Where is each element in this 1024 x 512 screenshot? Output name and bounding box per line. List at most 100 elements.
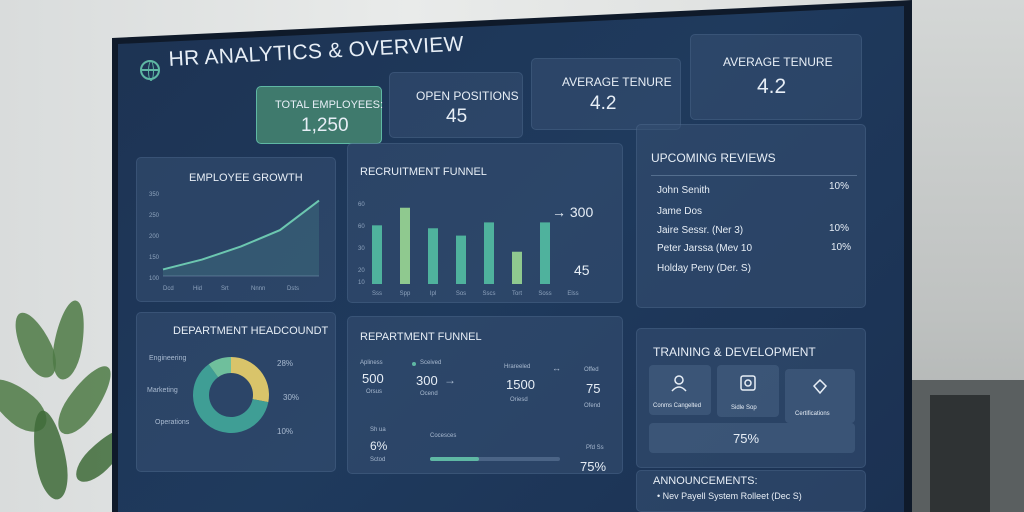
training-item[interactable]: Conms Cangelted	[649, 365, 711, 415]
y-tick: 20	[358, 268, 365, 274]
employee-growth-panel: EMPLOYEE GROWTH 350 250 200 150 100 Dcd …	[136, 157, 336, 302]
stage-value: 300	[416, 373, 438, 388]
training-progress-value: 75%	[733, 431, 760, 446]
upcoming-reviews-title: UPCOMING REVIEWS	[651, 151, 776, 165]
repartment-funnel-panel: REPARTMENT FUNNEL Apliness 500 Orsus Sce…	[347, 316, 623, 474]
bottom-left-label: Sh ua	[370, 427, 386, 433]
kpi-card-average-tenure-2[interactable]: AVERAGE TENURE 4.2	[690, 34, 862, 120]
announcements-panel: ANNOUNCEMENTS: • Nev Payell System Rolle…	[636, 470, 866, 512]
donut-slice	[208, 357, 231, 378]
dept-pct: 28%	[277, 359, 294, 368]
bottom-right-label: Pfd Ss	[586, 445, 604, 451]
training-item[interactable]: Sidle Sop	[717, 365, 779, 417]
kpi-card-open-positions[interactable]: OPEN POSITIONS 45	[389, 72, 523, 138]
announcement-item[interactable]: • Nev Payell System Rolleet (Dec S)	[657, 491, 802, 501]
funnel-bar	[372, 225, 382, 284]
funnel-bar	[428, 228, 438, 284]
donut-slice	[231, 357, 269, 403]
y-tick: 200	[149, 234, 160, 240]
recruitment-funnel-chart: Sss Spp Ipl Sos Sscs Tort Soss Elss	[372, 207, 579, 297]
recruitment-funnel-title: RECRUITMENT FUNNEL	[360, 166, 487, 178]
stage-label: Apliness	[360, 360, 383, 366]
training-item[interactable]: Certifications	[785, 369, 855, 423]
dept-label: Engineering	[149, 355, 187, 362]
y-tick: 60	[358, 224, 365, 230]
funnel-bar	[400, 207, 410, 284]
dept-pct: 10%	[277, 427, 294, 436]
dept-pct: 30%	[283, 393, 300, 402]
y-tick: 250	[149, 213, 160, 219]
x-tick: Dcd	[163, 286, 174, 292]
y-tick: 150	[149, 255, 160, 261]
y-tick: 350	[149, 192, 160, 198]
growth-line	[162, 199, 320, 271]
globe-icon	[140, 60, 160, 81]
funnel-annotation-top: → 300	[552, 204, 594, 220]
review-name[interactable]: John Senith	[657, 185, 710, 196]
bottom-left-sub: Sctod	[370, 457, 386, 463]
stage-sub: Ofend	[584, 403, 601, 409]
badge-icon	[740, 375, 756, 391]
x-tick: Sss	[372, 291, 382, 297]
recruitment-funnel-panel: RECRUITMENT FUNNEL 60 60 30 20 10 Sss Spp…	[347, 143, 623, 303]
stage-sub: Orsus	[366, 389, 383, 395]
review-name[interactable]: Holday Peny (Der. S)	[657, 263, 751, 274]
repartment-funnel-title: REPARTMENT FUNNEL	[360, 331, 482, 343]
y-tick: 100	[149, 276, 160, 282]
y-tick: 30	[358, 246, 365, 252]
y-tick: 60	[358, 202, 365, 208]
funnel-bar	[512, 251, 522, 284]
swap-icon: ↔	[552, 363, 561, 373]
training-title: TRAINING & DEVELOPMENT	[653, 345, 816, 359]
x-tick: Ipl	[430, 291, 436, 297]
progress-fill	[430, 457, 480, 461]
progress-track	[430, 457, 560, 461]
dept-label: Marketing	[147, 387, 178, 394]
stage-value: 75	[586, 381, 601, 396]
x-tick: Dsts	[287, 286, 299, 292]
stage-value: 500	[362, 371, 384, 386]
stage-sub: Ocend	[420, 391, 438, 397]
review-pct: 10%	[829, 181, 850, 192]
stage-label: Hrareeled	[504, 364, 531, 370]
funnel-annotation-bottom: 45	[574, 262, 590, 278]
training-panel: TRAINING & DEVELOPMENT Conms Cangelted S…	[636, 328, 866, 468]
stage-label: Sceived	[420, 360, 442, 366]
training-progress-box: 75%	[649, 423, 855, 453]
funnel-bar	[456, 235, 466, 284]
y-tick: 10	[358, 280, 365, 286]
review-name[interactable]: Jaire Sessr. (Ner 3)	[657, 225, 744, 236]
kpi-card-average-tenure[interactable]: AVERAGE TENURE 4.2	[531, 58, 681, 130]
x-tick: Nnnn	[251, 286, 266, 292]
x-tick: Srt	[221, 286, 229, 292]
x-tick: Spp	[400, 291, 411, 297]
funnel-bar	[540, 222, 550, 284]
review-pct: 10%	[829, 223, 850, 234]
bottom-right-value: 75%	[580, 459, 607, 474]
kpi-card-total-employees[interactable]: TOTAL EMPLOYEES: 1,250	[256, 86, 383, 144]
x-tick: Tort	[512, 291, 522, 297]
bottom-left-value: 6%	[370, 439, 388, 453]
review-name[interactable]: Peter Jarssa (Mev 10	[657, 243, 753, 254]
stage-label: Offed	[584, 367, 599, 373]
arrow-right-icon: →	[444, 373, 456, 387]
review-pct: 10%	[831, 242, 852, 253]
review-name[interactable]: Jame Dos	[657, 206, 703, 217]
dept-label: Operations	[155, 419, 190, 426]
stage-value: 1500	[506, 377, 535, 392]
donut-slice	[193, 364, 269, 433]
background-chair	[930, 395, 990, 512]
stage-sub: Oriesd	[510, 397, 528, 403]
stage-dot	[412, 362, 416, 366]
employee-growth-title: EMPLOYEE GROWTH	[189, 172, 303, 184]
certificate-icon	[812, 378, 828, 395]
x-tick: Hid	[193, 286, 203, 292]
x-tick: Sscs	[482, 291, 495, 297]
person-icon	[671, 375, 687, 392]
x-tick: Elss	[567, 291, 578, 297]
divider	[651, 175, 857, 176]
funnel-bar	[484, 222, 494, 284]
department-headcount-panel: DEPARTMENT HEADCOUNDT Engineering Market…	[136, 312, 336, 472]
x-tick: Soss	[538, 291, 551, 297]
upcoming-reviews-panel: UPCOMING REVIEWS John Senith 10% Jame Do…	[636, 124, 866, 308]
